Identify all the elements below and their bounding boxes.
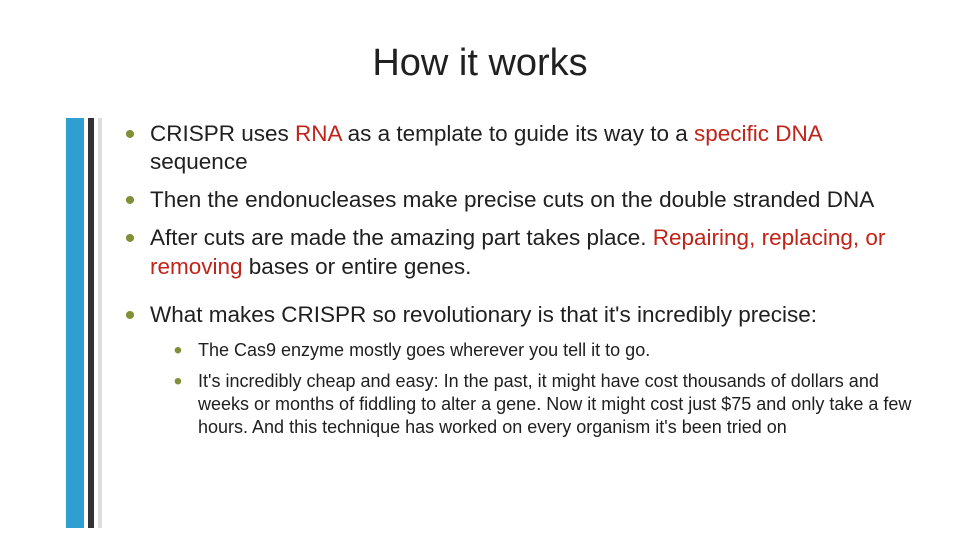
- bullet-text: After cuts are made the amazing part tak…: [150, 224, 922, 280]
- sub-bullet-text: It's incredibly cheap and easy: In the p…: [198, 370, 922, 439]
- sub-bullet-text: The Cas9 enzyme mostly goes wherever you…: [198, 339, 650, 362]
- bullet-text: CRISPR uses RNA as a template to guide i…: [150, 120, 922, 176]
- bullet-item: • CRISPR uses RNA as a template to guide …: [122, 120, 922, 176]
- bullet-icon: •: [170, 373, 186, 391]
- bullet-icon: •: [122, 230, 138, 248]
- accent-stripe-blue: [66, 118, 84, 528]
- bullet-item: • What makes CRISPR so revolutionary is t…: [122, 301, 922, 329]
- bullet-icon: •: [122, 126, 138, 144]
- accent-stripe-light: [98, 118, 102, 528]
- slide-body: • CRISPR uses RNA as a template to guide …: [122, 120, 922, 447]
- bullet-text: Then the endonucleases make precise cuts…: [150, 186, 874, 214]
- bullet-text: What makes CRISPR so revolutionary is th…: [150, 301, 817, 329]
- bullet-item: • After cuts are made the amazing part ta…: [122, 224, 922, 280]
- bullet-icon: •: [170, 342, 186, 360]
- bullet-item: • Then the endonucleases make precise cut…: [122, 186, 922, 214]
- sub-bullet-item: • It's incredibly cheap and easy: In the …: [170, 370, 922, 439]
- bullet-icon: •: [122, 192, 138, 210]
- sub-bullet-item: • The Cas9 enzyme mostly goes wherever yo…: [170, 339, 922, 362]
- sub-bullet-list: • The Cas9 enzyme mostly goes wherever yo…: [170, 339, 922, 439]
- bullet-icon: •: [122, 307, 138, 325]
- slide-title: How it works: [0, 42, 960, 85]
- slide: How it works • CRISPR uses RNA as a templ…: [0, 0, 960, 540]
- accent-stripe-dark: [88, 118, 94, 528]
